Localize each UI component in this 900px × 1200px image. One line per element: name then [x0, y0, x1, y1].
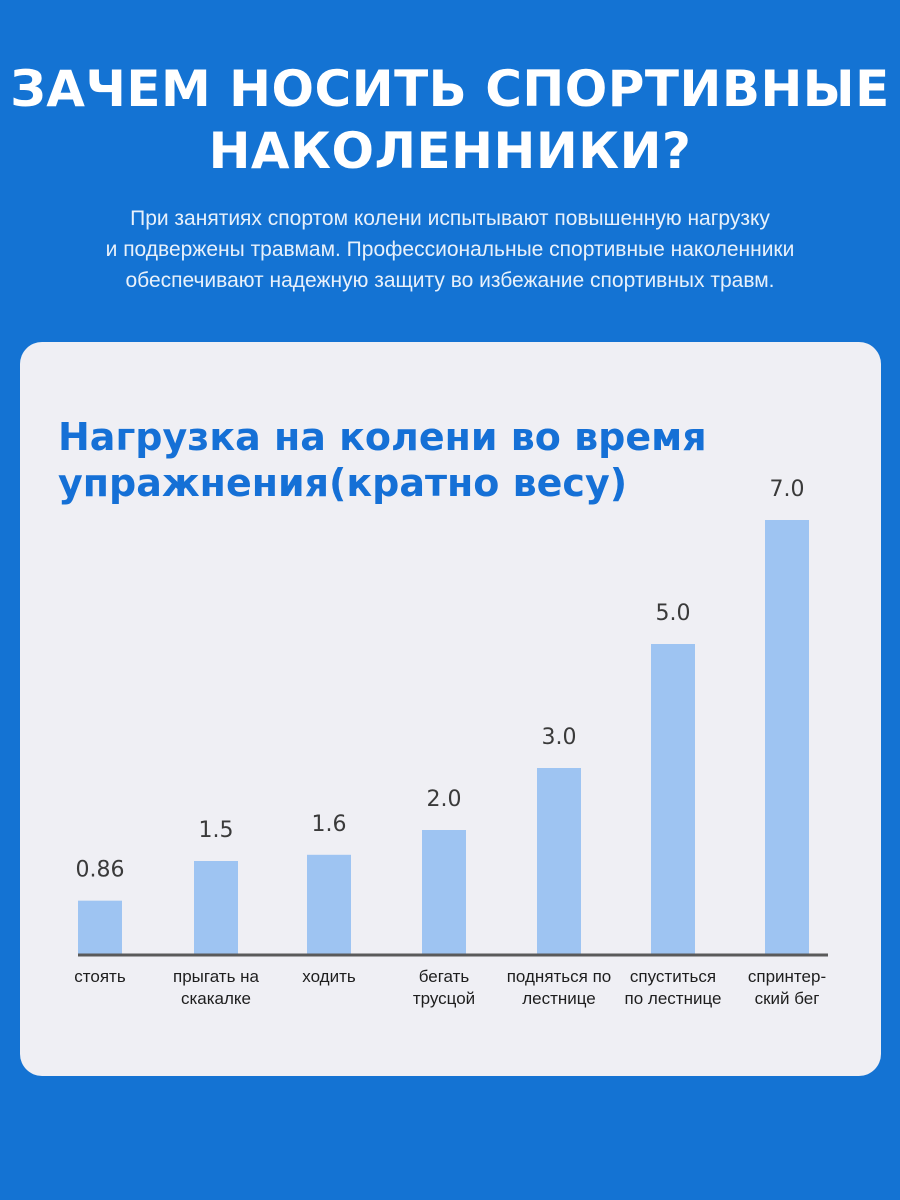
category-label-4-1: бегать: [419, 967, 470, 986]
chart-title: Нагрузка на колени во время упражнения(к…: [58, 414, 758, 506]
value-label-1: 0.86: [76, 858, 125, 883]
value-label-3: 1.6: [312, 812, 347, 837]
chart-title-line-1: Нагрузка на колени во время: [58, 415, 707, 459]
bar-7: [765, 520, 809, 954]
value-label-7: 7.0: [770, 477, 805, 502]
value-label-5: 3.0: [542, 725, 577, 750]
intro-line-1: При занятиях спортом колени испытывают п…: [130, 207, 770, 230]
category-label-1-1: стоять: [74, 967, 126, 986]
bar-4: [422, 830, 466, 954]
bar-5: [537, 768, 581, 954]
category-label-4-2: трусцой: [413, 989, 475, 1008]
value-label-4: 2.0: [427, 787, 462, 812]
value-label-2: 1.5: [199, 818, 234, 843]
category-label-3-1: ходить: [302, 967, 356, 986]
bar-2: [194, 861, 238, 954]
category-label-5-1: подняться по: [507, 967, 612, 986]
category-label-2-1: прыгать на: [173, 967, 260, 986]
category-label-6-1: спуститься: [630, 967, 716, 986]
category-label-6-2: по лестнице: [625, 989, 722, 1008]
headline-line-1: ЗАЧЕМ НОСИТЬ СПОРТИВНЫЕ: [10, 60, 890, 118]
category-label-7-2: ский бег: [755, 989, 820, 1008]
category-label-7-1: спринтер-: [748, 967, 826, 986]
category-label-5-2: лестнице: [522, 989, 596, 1008]
bar-1: [78, 900, 122, 954]
chart-title-line-2: упражнения(кратно весу): [58, 461, 628, 505]
headline: ЗАЧЕМ НОСИТЬ СПОРТИВНЫЕ НАКОЛЕННИКИ?: [0, 58, 900, 182]
intro-line-2: и подвержены травмам. Профессиональные с…: [105, 238, 795, 261]
category-label-2-2: скакалке: [181, 989, 251, 1008]
intro-text: При занятиях спортом колени испытывают п…: [0, 203, 900, 296]
bar-6: [651, 644, 695, 954]
value-label-6: 5.0: [656, 601, 691, 626]
bar-3: [307, 854, 351, 954]
chart-card: 0.86 стоять 1.5 прыгать на скакалке 1.6 ходить…: [20, 342, 881, 1076]
intro-line-3: обеспечивают надежную защиту во избежани…: [125, 269, 775, 292]
bar-chart: 0.86 стоять 1.5 прыгать на скакалке 1.6 ходить…: [74, 477, 828, 1008]
headline-line-2: НАКОЛЕННИКИ?: [208, 122, 692, 180]
